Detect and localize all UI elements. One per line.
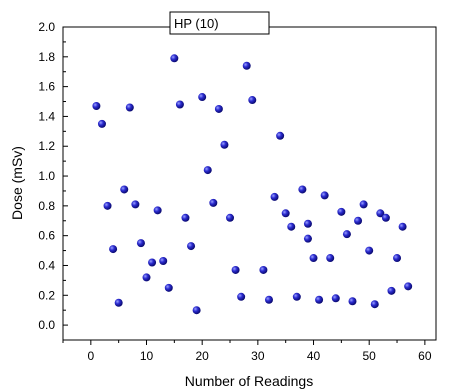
- legend-entry: HP (10): [174, 16, 219, 31]
- data-point: [209, 198, 218, 207]
- data-point: [393, 254, 402, 263]
- x-tick-label: 0: [87, 349, 94, 363]
- data-point: [214, 104, 223, 113]
- data-point: [287, 222, 296, 231]
- x-tick-label: 60: [418, 349, 432, 363]
- x-axis-title: Number of Readings: [185, 373, 313, 389]
- data-point: [142, 273, 151, 282]
- y-tick-label: 2.0: [38, 20, 55, 34]
- y-tick-label: 1.2: [38, 139, 55, 153]
- plot-area: [62, 26, 437, 341]
- data-point: [381, 213, 390, 222]
- data-point: [326, 254, 335, 263]
- data-point: [109, 245, 118, 254]
- data-point: [387, 286, 396, 295]
- data-point: [354, 216, 363, 225]
- data-point: [164, 283, 173, 292]
- x-axis-ticks: 0 10 20 30 40 50 60: [62, 340, 432, 363]
- data-point: [276, 131, 285, 140]
- data-point: [181, 213, 190, 222]
- data-point: [153, 206, 162, 215]
- data-point: [231, 265, 240, 274]
- data-point: [398, 222, 407, 231]
- x-tick-label: 40: [307, 349, 321, 363]
- y-tick-label: 1.4: [38, 109, 55, 123]
- data-point: [337, 207, 346, 216]
- data-point: [264, 295, 273, 304]
- data-point: [309, 254, 318, 263]
- y-tick-label: 1.8: [38, 50, 55, 64]
- data-point: [92, 101, 101, 110]
- y-tick-label: 1.0: [38, 169, 55, 183]
- y-tick-label: 1.6: [38, 80, 55, 94]
- x-tick-label: 30: [251, 349, 265, 363]
- data-point: [298, 185, 307, 194]
- data-point: [303, 234, 312, 243]
- data-point: [120, 185, 129, 194]
- data-point: [248, 96, 257, 105]
- data-point: [187, 242, 196, 251]
- data-point: [359, 200, 368, 209]
- data-point: [365, 246, 374, 255]
- data-point: [103, 201, 112, 210]
- data-point: [175, 100, 184, 109]
- data-point: [170, 54, 179, 63]
- data-point: [97, 119, 106, 128]
- y-tick-label: 0.6: [38, 229, 55, 243]
- data-point: [242, 61, 251, 70]
- data-point: [125, 103, 134, 112]
- data-point: [404, 282, 413, 291]
- data-point: [281, 209, 290, 218]
- data-point: [159, 257, 168, 266]
- data-point: [114, 298, 123, 307]
- data-point: [303, 219, 312, 228]
- x-tick-label: 50: [363, 349, 377, 363]
- y-tick-label: 0.2: [38, 288, 55, 302]
- data-point: [315, 295, 324, 304]
- y-tick-label: 0.0: [38, 318, 55, 332]
- data-point: [192, 306, 201, 315]
- y-tick-label: 0.8: [38, 199, 55, 213]
- x-tick-label: 10: [140, 349, 154, 363]
- data-point: [203, 166, 212, 175]
- y-axis-title: Dose (mSv): [9, 146, 25, 220]
- data-point: [237, 292, 246, 301]
- data-point: [220, 140, 229, 149]
- legend: HP (10): [169, 11, 270, 35]
- x-tick-label: 20: [195, 349, 209, 363]
- data-point: [348, 297, 357, 306]
- data-point: [331, 294, 340, 303]
- data-point: [226, 213, 235, 222]
- data-point: [370, 300, 379, 309]
- data-point: [198, 93, 207, 102]
- data-points: [92, 54, 413, 315]
- data-point: [320, 191, 329, 200]
- y-tick-label: 0.4: [38, 258, 55, 272]
- data-point: [148, 258, 157, 267]
- data-point: [270, 192, 279, 201]
- data-point: [292, 292, 301, 301]
- data-point: [259, 265, 268, 274]
- legend-box: [169, 11, 270, 35]
- y-axis-ticks: 0.0 0.2 0.4 0.6 0.8 1.0 1.2 1.4 1.6 1.8 2.0: [38, 20, 68, 332]
- data-point: [342, 230, 351, 239]
- data-point: [376, 209, 385, 218]
- data-point: [131, 200, 140, 209]
- data-point: [136, 239, 145, 248]
